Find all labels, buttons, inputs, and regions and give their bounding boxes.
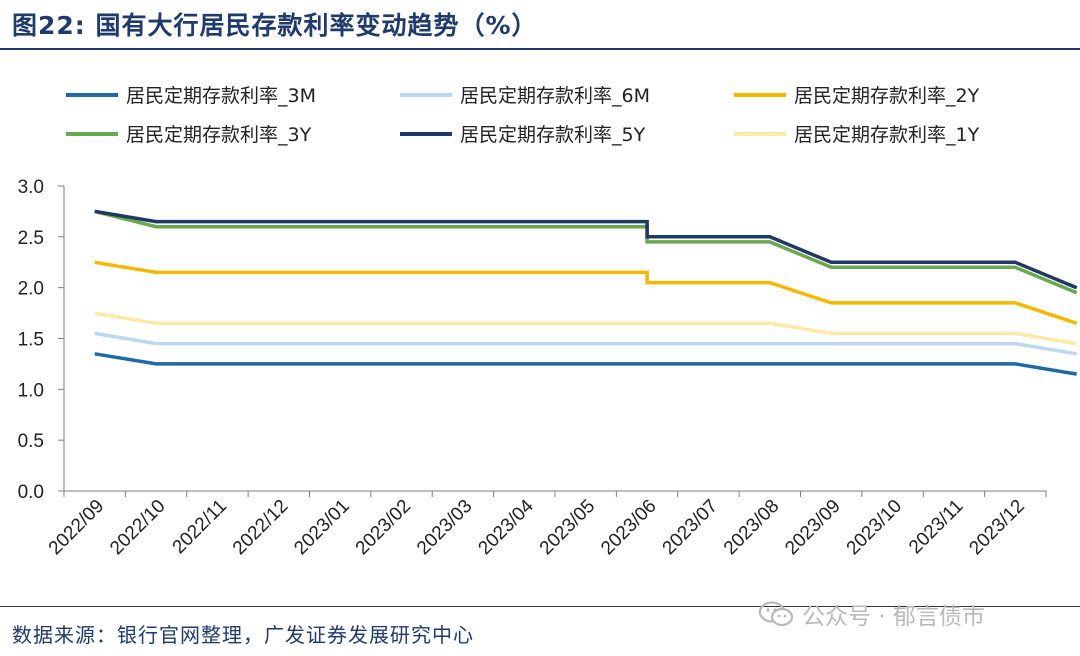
x-tick-label: 2023/05 bbox=[536, 496, 599, 559]
series-line-1 bbox=[94, 352, 1077, 376]
series-line-2 bbox=[94, 331, 1077, 356]
legend-label: 居民定期存款利率_1Y bbox=[794, 124, 980, 146]
series-line-4 bbox=[94, 209, 1078, 295]
y-tick-label: 1.0 bbox=[18, 380, 44, 401]
y-tick-label: 0.0 bbox=[18, 482, 44, 503]
y-tick-label: 1.5 bbox=[18, 330, 44, 351]
y-tick-label: 2.0 bbox=[18, 279, 44, 300]
x-tick-label: 2023/02 bbox=[352, 496, 415, 559]
series-layer bbox=[94, 209, 1078, 376]
x-tick-label: 2022/11 bbox=[169, 496, 231, 558]
footer-divider bbox=[0, 606, 1080, 607]
wechat-icon bbox=[758, 601, 794, 627]
line-chart: 居民定期存款利率_3M 居民定期存款利率_6M 居民定期存款利率_2Y 居民定期存款利… bbox=[18, 85, 1078, 559]
legend-label: 居民定期存款利率_3M bbox=[126, 85, 316, 107]
x-tick-label: 2023/12 bbox=[965, 496, 1028, 559]
x-tick-label: 2023/06 bbox=[597, 496, 660, 559]
y-tick-label: 0.5 bbox=[18, 431, 44, 452]
x-tick-label: 2022/10 bbox=[106, 496, 169, 559]
series-line-5 bbox=[94, 209, 1078, 290]
x-tick-label: 2023/09 bbox=[781, 496, 844, 559]
series-line-6 bbox=[94, 311, 1077, 346]
x-tick-label: 2023/04 bbox=[474, 495, 538, 559]
legend-label: 居民定期存款利率_6M bbox=[460, 85, 650, 107]
x-tick-label: 2023/08 bbox=[720, 496, 783, 559]
legend-label: 居民定期存款利率_5Y bbox=[460, 124, 646, 146]
x-tick-label: 2023/10 bbox=[843, 496, 906, 559]
x-tick-label: 2023/07 bbox=[659, 496, 722, 559]
title-divider bbox=[0, 48, 1080, 50]
series-line-3 bbox=[94, 260, 1078, 325]
x-tick-label: 2022/12 bbox=[229, 496, 292, 559]
y-tick-label: 2.5 bbox=[18, 228, 44, 249]
y-tick-label: 3.0 bbox=[18, 177, 44, 198]
x-tick-label: 2023/11 bbox=[905, 496, 967, 558]
axes: 0.00.51.01.52.02.53.02022/092022/102022/… bbox=[18, 177, 1047, 559]
watermark: 公众号 · 郁言债市 bbox=[758, 597, 985, 631]
x-tick-label: 2023/03 bbox=[413, 496, 476, 559]
watermark-text: 公众号 · 郁言债市 bbox=[802, 604, 985, 630]
x-tick-label: 2022/09 bbox=[45, 496, 108, 559]
legend-label: 居民定期存款利率_3Y bbox=[126, 124, 312, 146]
chart-title: 图22: 国有大行居民存款利率变动趋势（%） bbox=[12, 11, 538, 40]
x-tick-label: 2023/01 bbox=[290, 496, 353, 559]
source-note: 数据来源：银行官网整理，广发证券发展研究中心 bbox=[12, 623, 474, 647]
legend-label: 居民定期存款利率_2Y bbox=[794, 85, 980, 107]
legend: 居民定期存款利率_3M 居民定期存款利率_6M 居民定期存款利率_2Y 居民定期存款利… bbox=[66, 85, 980, 146]
